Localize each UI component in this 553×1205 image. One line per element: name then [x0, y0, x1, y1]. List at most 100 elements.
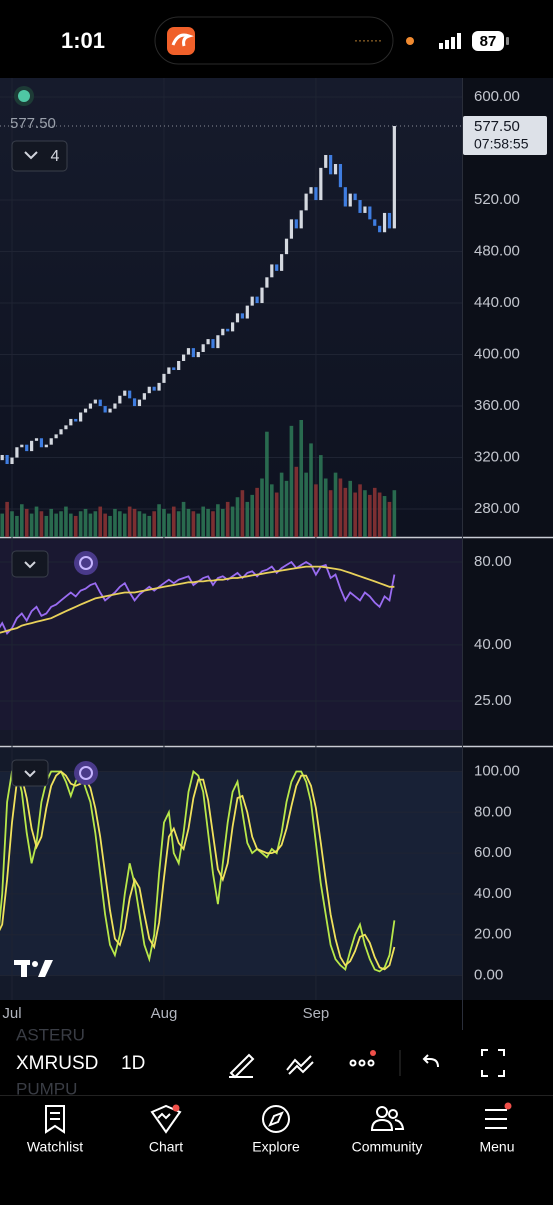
volume-bar [387, 501, 392, 537]
chevron [24, 561, 36, 569]
battery-tip [506, 37, 509, 45]
volume-bar [304, 472, 308, 537]
candle [186, 348, 191, 355]
battery [472, 31, 504, 51]
chevron [24, 770, 36, 778]
candle [226, 328, 230, 332]
candle [206, 339, 210, 345]
candle [211, 339, 215, 349]
candle [118, 395, 122, 404]
candle [177, 360, 181, 371]
candle [275, 264, 279, 271]
volume-bar [358, 484, 362, 537]
candle [74, 418, 78, 422]
candle [368, 206, 372, 220]
volume-bar [284, 480, 289, 537]
candle [93, 399, 97, 404]
candle [265, 277, 269, 288]
nav-label[interactable]: Watchlist [27, 1139, 83, 1155]
toolbar-icons[interactable] [229, 1049, 505, 1079]
nav-label[interactable]: Chart [149, 1139, 183, 1155]
volume-bar [338, 478, 343, 537]
volume-bar [39, 511, 44, 537]
candle [260, 287, 264, 304]
volume-bar [118, 511, 122, 537]
volume-bar [201, 506, 205, 537]
volume-bar [54, 513, 58, 537]
chart-layer: Jul Aug Sep600.00520.00480.00440.00400.003… [0, 78, 520, 1022]
x-tick-label: Jul [2, 1005, 21, 1022]
candle [196, 351, 200, 358]
candle [88, 403, 93, 409]
status-dot [18, 90, 30, 102]
volume-bar [108, 515, 112, 537]
app-glyph [171, 33, 194, 47]
nav-label[interactable]: Menu [479, 1139, 514, 1155]
y-tick-label: 440.00 [474, 294, 520, 311]
candle [20, 444, 24, 448]
volume-bar [211, 511, 215, 537]
candle [304, 193, 308, 211]
volume-bar [147, 515, 152, 537]
background-symbol: PUMPU [16, 1079, 77, 1098]
volume-bar [127, 506, 132, 537]
interval[interactable]: 1D [121, 1053, 145, 1074]
indicators-toggle[interactable] [11, 140, 68, 172]
candle [172, 367, 176, 371]
candle [270, 264, 274, 278]
volume-bar [181, 501, 186, 537]
symbol[interactable]: XMRUSD [16, 1053, 98, 1074]
y-tick-label: 80.00 [474, 803, 512, 820]
volume-bar [319, 455, 323, 537]
candle [10, 457, 14, 464]
volume-bar [122, 513, 127, 537]
candle [329, 154, 333, 175]
candle [54, 434, 58, 439]
volume-bar [206, 508, 210, 537]
volume-bar [142, 513, 147, 537]
volume-bar [0, 513, 5, 537]
candle [235, 313, 240, 323]
volume-bar [260, 478, 264, 537]
volume-bar [44, 515, 49, 537]
candle [152, 386, 156, 391]
candle [132, 398, 137, 407]
volume-bar [171, 506, 176, 537]
volume-bar [162, 508, 166, 537]
collapse-stoch[interactable] [11, 759, 49, 787]
y-tick-label: 20.00 [474, 926, 512, 943]
candle [181, 354, 186, 361]
indicator-line [0, 565, 395, 634]
volume-bar [29, 513, 34, 537]
candle [363, 206, 367, 213]
volume-bar [73, 515, 78, 537]
candle [324, 154, 328, 168]
sync-stoch[interactable] [74, 761, 98, 785]
nav-bar [0, 1095, 553, 1200]
volume-bar [34, 506, 39, 537]
candle [128, 390, 132, 399]
volume-bar [353, 492, 357, 537]
volume-bar [314, 484, 318, 537]
x-tick-label: Aug [151, 1005, 178, 1022]
candle [358, 200, 362, 213]
collapse-rsi[interactable] [11, 550, 49, 578]
sync-rsi[interactable] [74, 551, 98, 575]
nav-label[interactable]: Community [352, 1139, 423, 1155]
candle [294, 219, 298, 229]
nav-label[interactable]: Explore [252, 1139, 300, 1155]
volume-bar [83, 508, 88, 537]
volume-bar [196, 513, 201, 537]
y-tick-label: 0.00 [474, 966, 503, 983]
volume-bar [309, 443, 313, 537]
y-tick-label: 40.00 [474, 636, 512, 653]
volume-bar [69, 513, 73, 537]
volume-bar [368, 494, 372, 537]
price-label: 577.50 [474, 118, 520, 135]
last-price-left: 577.50 [10, 115, 56, 132]
sync-glyph [79, 766, 93, 780]
candle [162, 373, 166, 383]
volume-bar [88, 513, 93, 537]
